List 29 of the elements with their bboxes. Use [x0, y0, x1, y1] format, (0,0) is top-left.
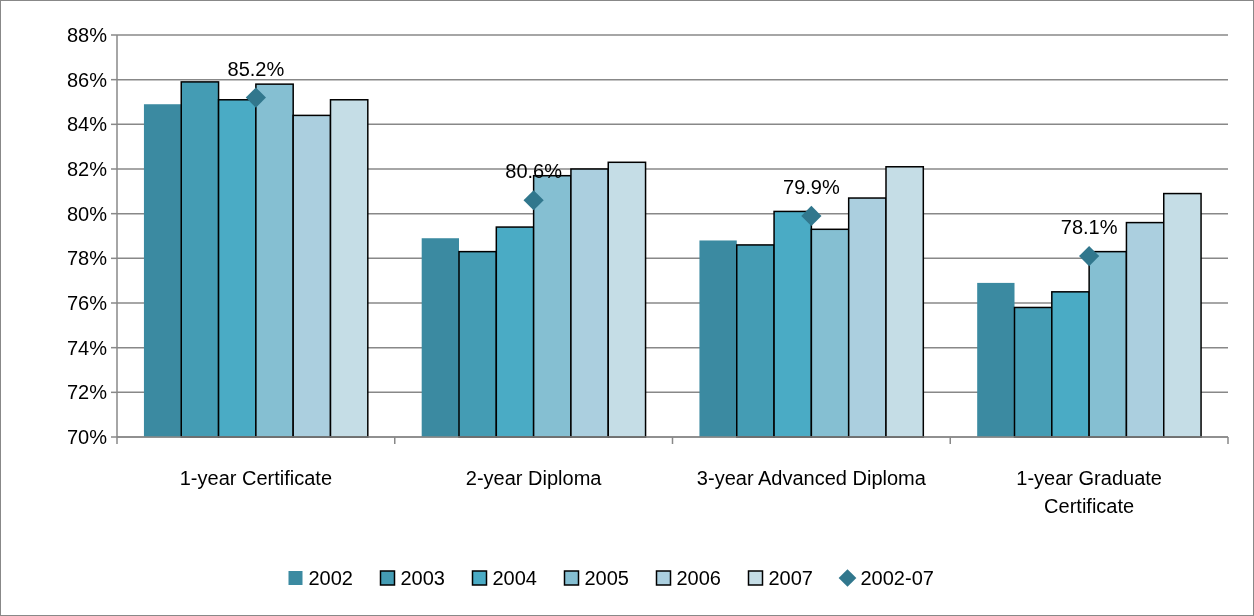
legend-label: 2004: [492, 567, 537, 589]
data-label: 79.9%: [783, 175, 840, 198]
x-tick-label: 1-year Certificate: [179, 467, 333, 489]
point: [1079, 246, 1100, 267]
y-tick-label: 82%: [66, 158, 108, 180]
legend-label: 2005: [584, 567, 629, 589]
legend-label: 2007: [768, 567, 813, 589]
y-tick-label: 72%: [66, 381, 108, 404]
y-tick-label: 84%: [66, 113, 108, 136]
x-tick-label: 3-year Advanced Diploma: [696, 467, 927, 489]
y-tick-label: 86%: [66, 68, 108, 91]
data-label: 78.1%: [1060, 216, 1118, 239]
legend-label: 2002-07: [860, 567, 934, 589]
legend-label: 2006: [676, 567, 721, 589]
y-tick-label: 70%: [66, 426, 108, 448]
point: [523, 190, 544, 211]
y-tick-label: 88%: [66, 24, 108, 46]
x-tick-label: 2-year Diploma: [465, 467, 603, 489]
y-tick-label: 76%: [66, 292, 108, 314]
point: [801, 205, 822, 226]
data-label: 80.6%: [505, 160, 563, 183]
data-label: 85.2%: [227, 57, 285, 80]
y-tick-label: 78%: [66, 247, 108, 270]
point: [245, 87, 266, 108]
legend-label: 2002: [308, 567, 353, 589]
y-tick-label: 74%: [66, 336, 108, 359]
legend-label: 2003: [400, 567, 445, 589]
y-tick-label: 80%: [66, 202, 108, 225]
x-tick-label: 1-year Graduate Certificate: [1016, 467, 1162, 517]
